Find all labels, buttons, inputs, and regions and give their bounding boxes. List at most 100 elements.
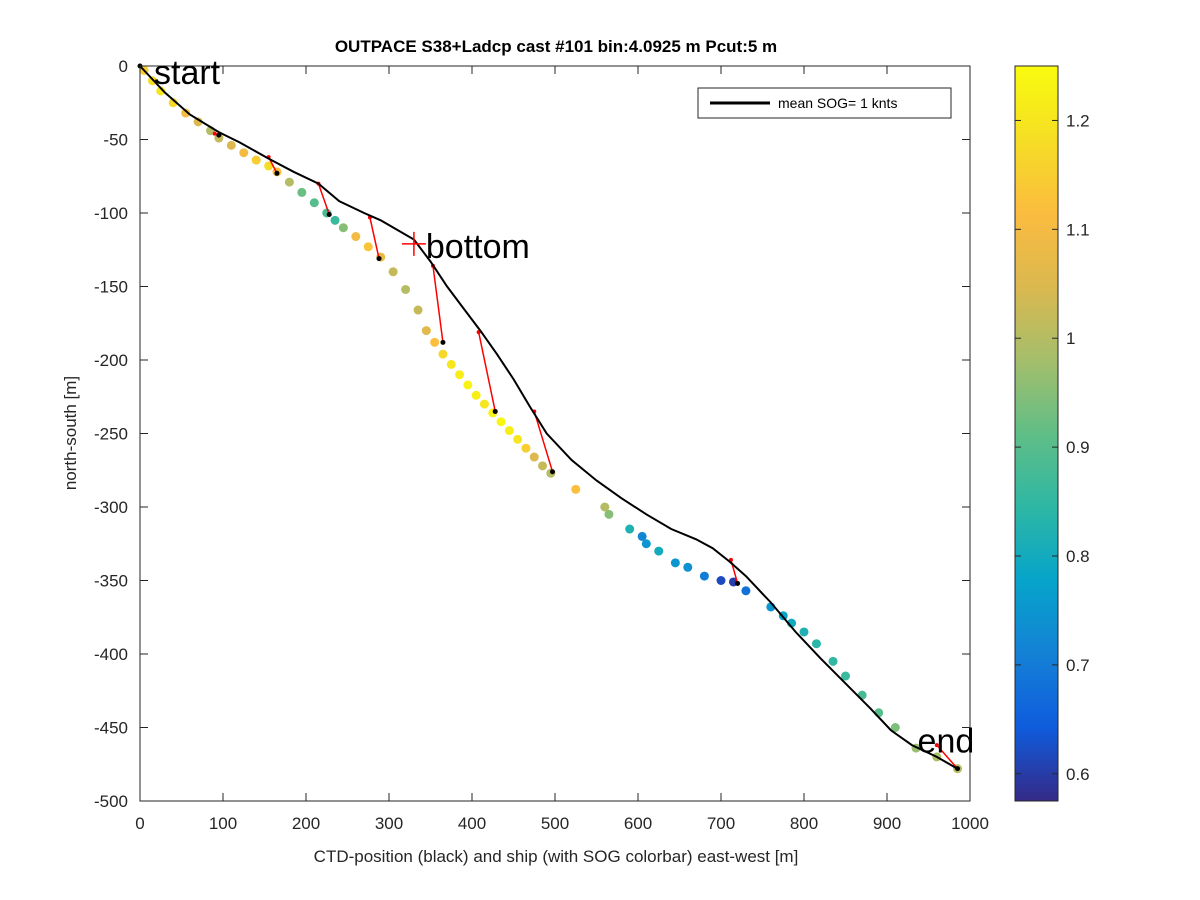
ship-point (521, 443, 531, 453)
ship-point (330, 215, 340, 225)
connector-segment (369, 217, 380, 259)
ship-point (538, 461, 548, 471)
ship-track-scatter (139, 65, 963, 774)
ship-point (471, 390, 481, 400)
plot-frame (139, 65, 971, 802)
ship-point (363, 242, 373, 252)
ship-point (251, 155, 261, 165)
ship-point (625, 524, 635, 534)
ship-point (284, 177, 294, 187)
colorbar-ticks: 0.6 0.7 0.8 0.9 1 1.1 1.2 (1015, 111, 1090, 784)
ship-point (463, 380, 473, 390)
colorbar-tick-label: 0.7 (1066, 656, 1090, 675)
y-tick-label: -400 (94, 645, 128, 664)
x-axis: 0 100 200 300 400 500 600 700 800 900 1000 (135, 66, 989, 833)
x-tick-label: 0 (135, 814, 144, 833)
annotation-end: end (918, 723, 975, 761)
ship-point (741, 586, 751, 596)
y-tick-label: 0 (119, 57, 128, 76)
ship-point (181, 108, 191, 118)
x-tick-label: 800 (790, 814, 818, 833)
ship-point (637, 531, 647, 541)
annotation-start: start (154, 54, 221, 92)
colorbar: 0.6 0.7 0.8 0.9 1 1.1 1.2 (1014, 65, 1090, 802)
y-tick-label: -250 (94, 425, 128, 444)
ship-point (309, 198, 319, 208)
x-tick-label: 900 (873, 814, 901, 833)
x-tick-label: 300 (375, 814, 403, 833)
legend-entry-label: mean SOG= 1 knts (778, 95, 897, 111)
ship-point (604, 509, 614, 519)
ship-marker (326, 211, 332, 217)
ship-point (338, 223, 348, 233)
y-tick-label: -500 (94, 792, 128, 811)
y-tick-label: -200 (94, 351, 128, 370)
x-tick-label: 1000 (951, 814, 989, 833)
y-axis: 0 -50 -100 -150 -200 -250 -300 -350 -400 -450 -500 (94, 57, 970, 811)
ship-point (811, 639, 821, 649)
ship-point (479, 399, 489, 409)
ctd-track-polyline (139, 65, 958, 770)
connector-segment (317, 183, 330, 215)
connector-segment (432, 265, 444, 343)
ship-marker (440, 339, 446, 345)
ship-point (670, 558, 680, 568)
colorbar-tick-label: 1.1 (1066, 220, 1090, 239)
ship-point (430, 337, 440, 347)
ship-point (504, 426, 514, 436)
annotation-bottom: bottom (426, 228, 530, 266)
y-tick-label: -450 (94, 719, 128, 738)
ctd-track-line (139, 65, 958, 770)
colorbar-tick-label: 0.6 (1066, 765, 1090, 784)
ship-marker (550, 469, 556, 475)
ship-point (699, 571, 709, 581)
ship-point (193, 117, 203, 127)
ctd-marker (212, 131, 217, 136)
ship-point (455, 370, 465, 380)
ship-point (401, 284, 411, 294)
ship-point (654, 546, 664, 556)
colorbar-gradient (1014, 65, 1059, 802)
x-axis-label: CTD-position (black) and ship (with SOG … (314, 847, 799, 866)
ship-point (641, 539, 651, 549)
ship-point (716, 576, 726, 585)
ship-marker (274, 170, 280, 176)
ship-point (297, 187, 307, 197)
ship-point (264, 161, 274, 171)
ship-point (496, 417, 506, 427)
x-tick-label: 400 (458, 814, 486, 833)
ship-marker (376, 256, 382, 262)
ctd-marker (934, 743, 939, 748)
y-tick-label: -150 (94, 278, 128, 297)
ship-point (571, 484, 581, 494)
ship-point (841, 671, 850, 681)
x-tick-label: 500 (541, 814, 569, 833)
ship-point (438, 349, 448, 359)
ship-point (683, 562, 693, 572)
ship-point (388, 267, 398, 277)
colorbar-tick-label: 0.8 (1066, 547, 1090, 566)
ship-point (799, 627, 809, 637)
colorbar-tick-label: 1.2 (1066, 111, 1090, 130)
ship-point (529, 452, 539, 462)
ship-point (239, 148, 249, 158)
x-tick-label: 200 (292, 814, 320, 833)
x-tick-label: 600 (624, 814, 652, 833)
ship-marker (492, 408, 498, 414)
x-tick-label: 700 (707, 814, 735, 833)
y-axis-label: north-south [m] (61, 376, 80, 490)
ship-point (156, 86, 166, 96)
ship-marker (735, 580, 741, 586)
connector-segment (533, 411, 554, 472)
y-tick-label: -350 (94, 572, 128, 591)
ship-point (600, 502, 610, 512)
connector-segment (477, 331, 496, 412)
y-tick-label: -300 (94, 498, 128, 517)
ship-point (446, 359, 456, 369)
connector-segment (936, 744, 959, 770)
x-tick-label: 100 (209, 814, 237, 833)
ship-point (226, 140, 236, 150)
ship-point (828, 656, 838, 666)
plot-area: start bottom end (137, 54, 975, 802)
